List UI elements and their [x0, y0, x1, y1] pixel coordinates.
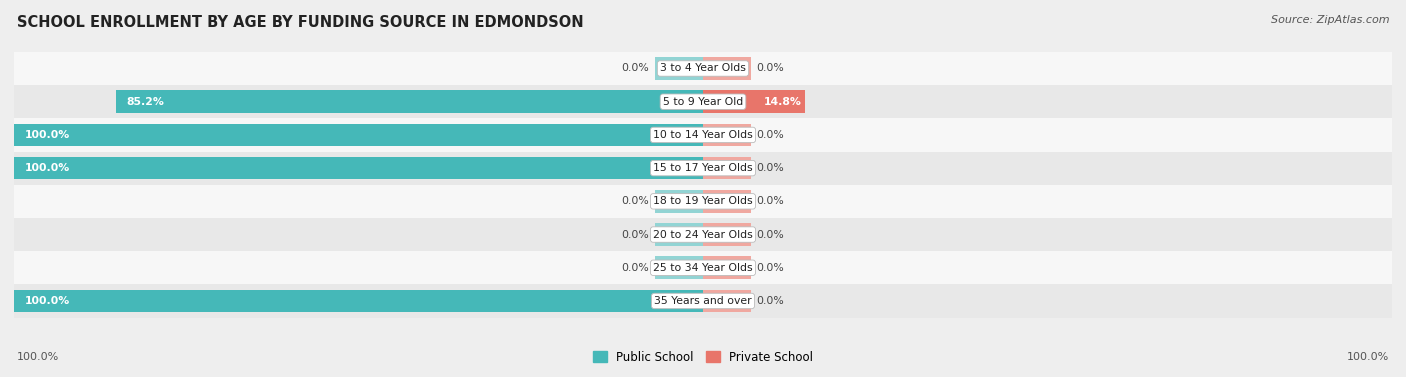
- Bar: [14, 118, 1392, 152]
- Bar: [703, 290, 751, 312]
- Text: 20 to 24 Year Olds: 20 to 24 Year Olds: [654, 230, 752, 239]
- Text: 10 to 14 Year Olds: 10 to 14 Year Olds: [654, 130, 752, 140]
- Bar: [117, 90, 703, 113]
- Text: 3 to 4 Year Olds: 3 to 4 Year Olds: [659, 63, 747, 74]
- Text: 0.0%: 0.0%: [756, 130, 785, 140]
- Text: 100.0%: 100.0%: [24, 296, 70, 306]
- Text: 0.0%: 0.0%: [621, 230, 650, 239]
- Text: 100.0%: 100.0%: [1347, 352, 1389, 362]
- Text: 0.0%: 0.0%: [756, 230, 785, 239]
- Text: 0.0%: 0.0%: [621, 63, 650, 74]
- Text: 0.0%: 0.0%: [621, 196, 650, 206]
- Bar: [703, 57, 751, 80]
- Bar: [655, 57, 703, 80]
- Text: 0.0%: 0.0%: [756, 196, 785, 206]
- Bar: [703, 157, 751, 179]
- Bar: [14, 284, 1392, 317]
- Text: Source: ZipAtlas.com: Source: ZipAtlas.com: [1271, 15, 1389, 25]
- Text: 100.0%: 100.0%: [24, 130, 70, 140]
- Text: SCHOOL ENROLLMENT BY AGE BY FUNDING SOURCE IN EDMONDSON: SCHOOL ENROLLMENT BY AGE BY FUNDING SOUR…: [17, 15, 583, 30]
- Legend: Public School, Private School: Public School, Private School: [588, 346, 818, 369]
- Text: 25 to 34 Year Olds: 25 to 34 Year Olds: [654, 263, 752, 273]
- Bar: [14, 157, 703, 179]
- Text: 35 Years and over: 35 Years and over: [654, 296, 752, 306]
- Text: 15 to 17 Year Olds: 15 to 17 Year Olds: [654, 163, 752, 173]
- Text: 0.0%: 0.0%: [756, 296, 785, 306]
- Text: 5 to 9 Year Old: 5 to 9 Year Old: [662, 97, 744, 107]
- Text: 0.0%: 0.0%: [756, 63, 785, 74]
- Bar: [14, 218, 1392, 251]
- Bar: [14, 52, 1392, 85]
- Bar: [703, 256, 751, 279]
- Text: 100.0%: 100.0%: [17, 352, 59, 362]
- Bar: [655, 223, 703, 246]
- Text: 14.8%: 14.8%: [763, 97, 801, 107]
- Text: 18 to 19 Year Olds: 18 to 19 Year Olds: [654, 196, 752, 206]
- Bar: [14, 152, 1392, 185]
- Text: 0.0%: 0.0%: [756, 163, 785, 173]
- Bar: [703, 223, 751, 246]
- Text: 100.0%: 100.0%: [24, 163, 70, 173]
- Text: 0.0%: 0.0%: [756, 263, 785, 273]
- Bar: [14, 290, 703, 312]
- Bar: [655, 256, 703, 279]
- Bar: [703, 90, 806, 113]
- Text: 85.2%: 85.2%: [127, 97, 165, 107]
- Bar: [14, 124, 703, 146]
- Text: 0.0%: 0.0%: [621, 263, 650, 273]
- Bar: [14, 185, 1392, 218]
- Bar: [655, 190, 703, 213]
- Bar: [703, 190, 751, 213]
- Bar: [703, 124, 751, 146]
- Bar: [14, 85, 1392, 118]
- Bar: [14, 251, 1392, 284]
